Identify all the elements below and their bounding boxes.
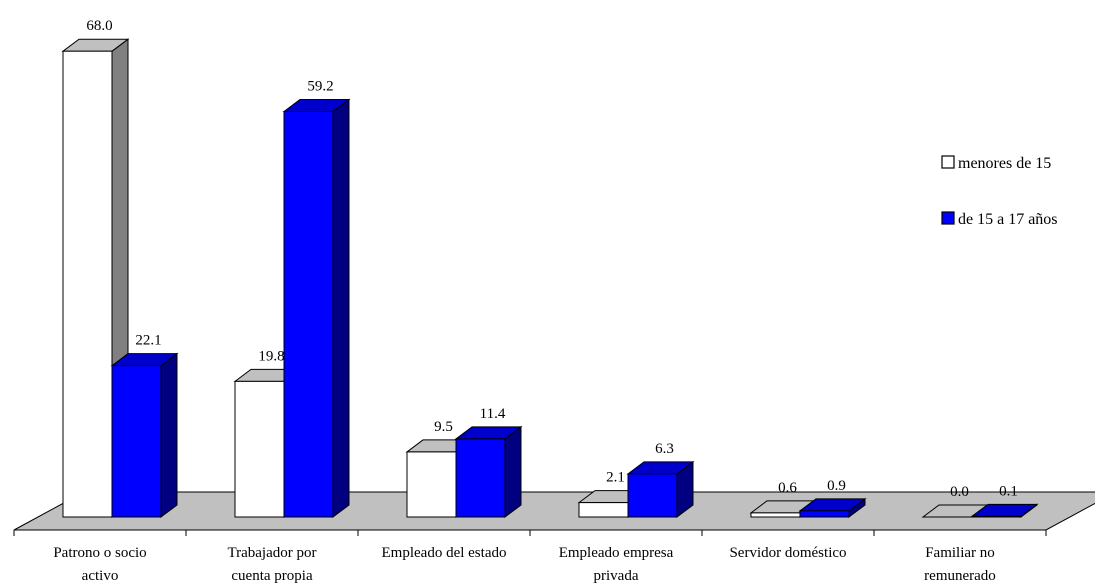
value-label-series1-2: 9.5	[434, 419, 453, 435]
legend-item-series2: de 15 a 17 años	[941, 211, 1058, 228]
category-label-2: Empleado del estado	[382, 545, 507, 561]
bar-series1-0	[61, 38, 130, 518]
value-label-series2-5: 0.1	[999, 483, 1018, 499]
bar-series2-5	[970, 503, 1039, 518]
value-label-series1-0: 68.0	[86, 18, 112, 34]
category-label-4: Servidor doméstico	[729, 545, 846, 561]
value-label-series2-2: 11.4	[480, 406, 506, 422]
bar-series2-2	[454, 425, 523, 518]
bar-series2-1	[282, 98, 351, 518]
value-label-series2-1: 59.2	[307, 78, 333, 94]
bar-series2-4	[798, 497, 867, 518]
value-label-series1-1: 19.8	[258, 348, 284, 364]
value-label-series2-3: 6.3	[655, 441, 674, 457]
value-label-series1-4: 0.6	[778, 480, 797, 496]
bar-series2-3	[626, 460, 695, 518]
value-label-series1-3: 2.1	[606, 470, 625, 486]
legend-label: menores de 15	[958, 155, 1051, 172]
category-label-5: Familiar no remunerado	[924, 545, 996, 584]
legend-item-series1: menores de 15	[941, 155, 1051, 172]
category-label-1: Trabajador por cuenta propia	[227, 545, 316, 584]
legend-label: de 15 a 17 años	[958, 211, 1058, 228]
category-label-0: Patrono o socio activo	[53, 545, 146, 584]
value-label-series2-4: 0.9	[827, 478, 846, 494]
legend-swatch	[941, 211, 955, 225]
value-label-series1-5: 0.0	[950, 484, 969, 500]
value-label-series2-0: 22.1	[135, 333, 161, 349]
bar-series2-0	[110, 352, 179, 518]
category-label-3: Empleado empresa privada	[559, 545, 674, 584]
legend-swatch	[941, 155, 955, 169]
